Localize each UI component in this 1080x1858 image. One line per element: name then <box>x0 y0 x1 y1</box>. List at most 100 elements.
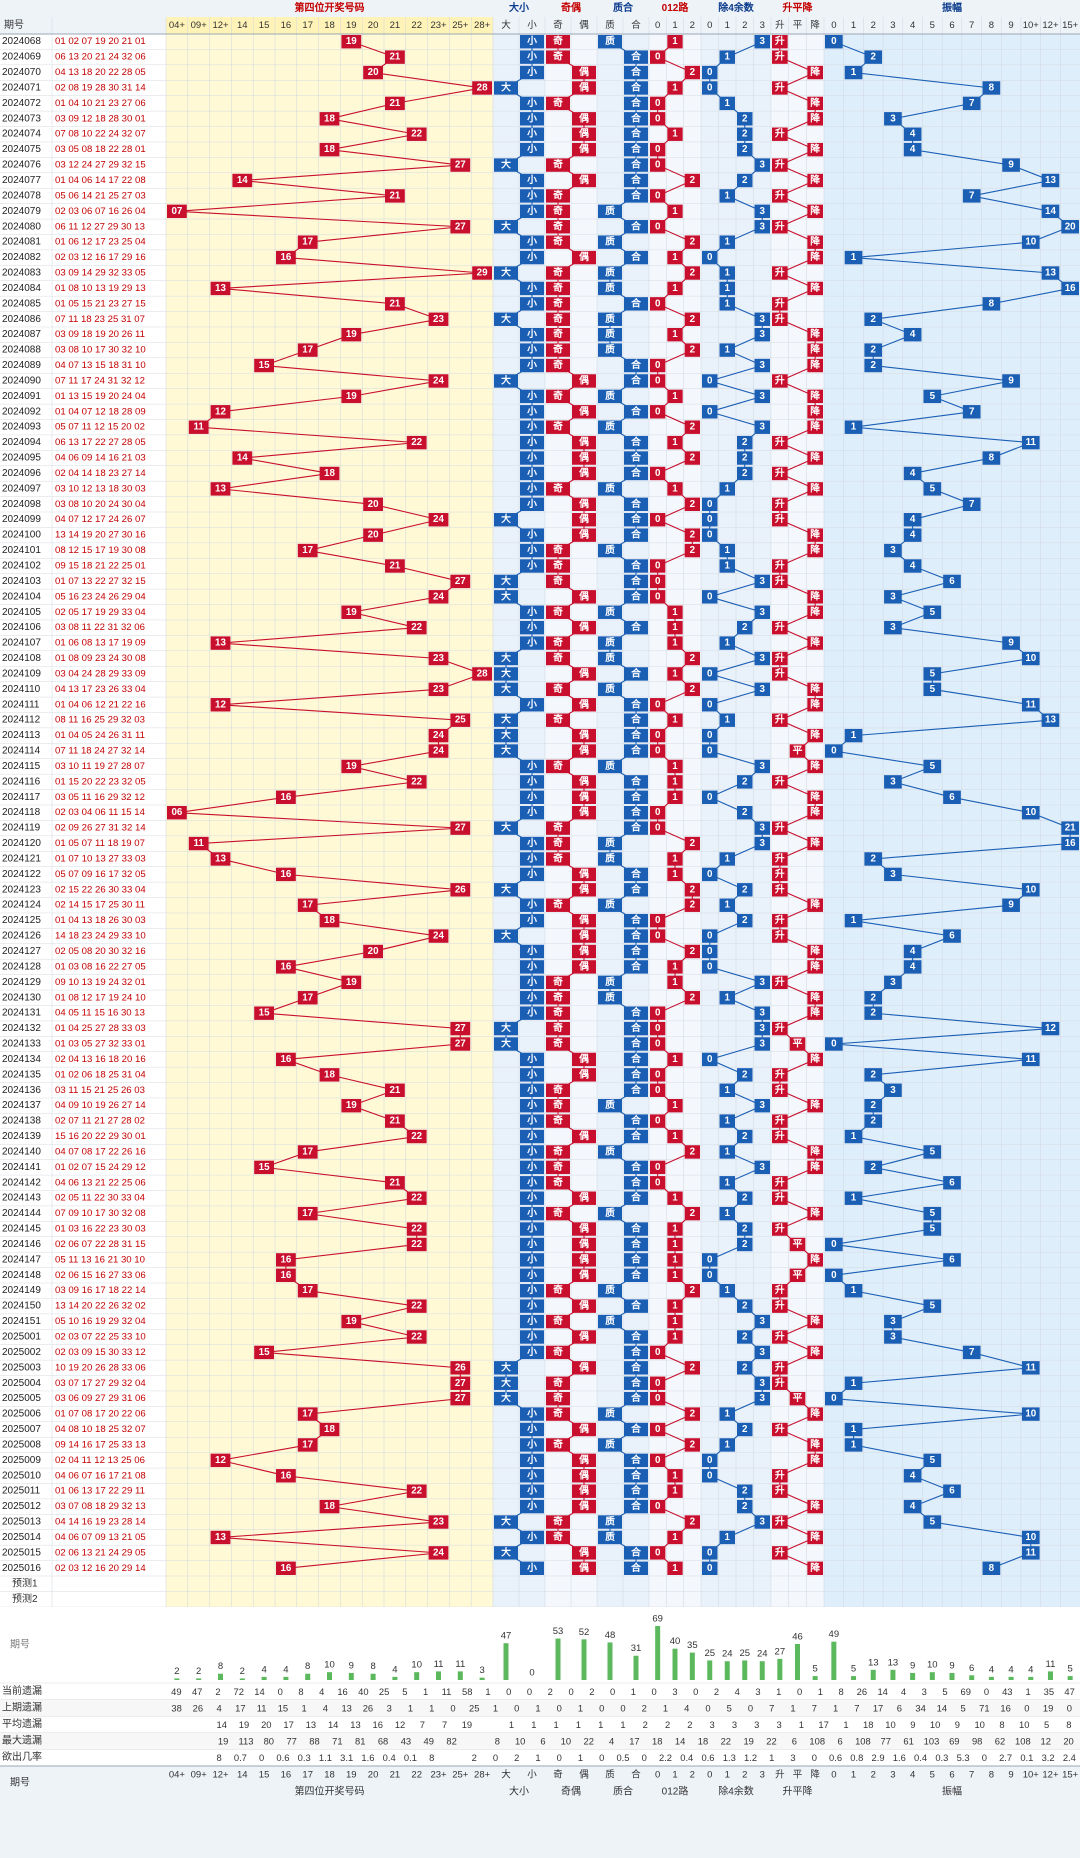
number-marker: 19 <box>346 329 357 340</box>
bigsmall-marker-box <box>520 1422 544 1437</box>
count-bar <box>370 1673 376 1680</box>
r012-marker: 0 <box>655 730 661 741</box>
amplitude-marker-box <box>1021 235 1040 249</box>
bigsmall-marker-box <box>520 528 544 542</box>
amplitude-subheader: 10+ <box>1023 20 1040 31</box>
r012-marker: 0 <box>655 160 661 171</box>
footer-amplitude-subheader: 5 <box>930 1770 935 1781</box>
primecomp-marker: 合 <box>630 50 641 63</box>
oddeven-marker-box <box>572 513 596 527</box>
primecomp-marker: 质 <box>605 759 615 772</box>
footer-amplitude-subheader: 15+ <box>1062 1770 1079 1781</box>
amplitude-marker: 12 <box>1045 1023 1056 1034</box>
number-marker-box <box>450 713 471 727</box>
trend-marker-box <box>772 1021 788 1036</box>
number-marker-box <box>363 65 383 80</box>
draw-numbers: 03 08 11 22 31 32 06 <box>55 622 145 633</box>
trend-marker-box <box>807 1052 823 1067</box>
draw-numbers: 03 05 08 18 22 28 01 <box>55 144 146 155</box>
oddeven-marker: 奇 <box>553 1407 563 1420</box>
mod4-marker-box <box>719 559 735 573</box>
r012-marker-box <box>650 559 666 573</box>
mod4-marker-box <box>719 1530 735 1545</box>
r012-marker-box <box>650 1021 666 1036</box>
count-bar-label: 4 <box>1028 1664 1033 1675</box>
number-marker: 27 <box>455 823 466 834</box>
stat-value: 71 <box>979 1702 989 1713</box>
amplitude-marker: 10 <box>1025 1409 1036 1420</box>
trend-marker-box <box>807 1453 823 1468</box>
trend-marker: 升 <box>775 497 785 510</box>
oddeven-marker: 偶 <box>579 1360 589 1373</box>
stat-value: 3 <box>922 1686 927 1697</box>
draw-numbers: 05 07 11 12 15 20 02 <box>55 422 145 433</box>
mod4-marker-box <box>719 482 735 496</box>
mod4-marker-box <box>719 1145 735 1159</box>
amplitude-marker-box <box>962 405 981 419</box>
bigsmall-trend-line <box>504 41 534 1569</box>
count-bar-label: 0 <box>529 1668 534 1679</box>
bigsmall-marker: 小 <box>527 1222 537 1235</box>
r012-marker-box <box>667 250 683 265</box>
count-bar-label: 25 <box>739 1648 750 1659</box>
bigsmall-marker: 小 <box>527 1468 537 1481</box>
bigsmall-marker-box <box>520 1284 544 1298</box>
footer-amplitude-subheader: 12+ <box>1042 1770 1059 1781</box>
bigsmall-marker-box <box>494 728 518 743</box>
mod4-marker: 0 <box>707 375 713 386</box>
draw-numbers: 04 06 09 14 16 21 03 <box>55 453 146 464</box>
bigsmall-marker-box <box>520 1345 544 1360</box>
primecomp-marker: 合 <box>630 358 641 371</box>
primecomp-marker: 合 <box>630 142 641 155</box>
number-subheader: 20 <box>368 20 379 31</box>
bigsmall-marker-box <box>494 1361 518 1375</box>
stat-value: 0 <box>982 1752 987 1763</box>
mod4-marker-box <box>754 35 770 49</box>
number-marker: 28 <box>477 82 488 93</box>
amplitude-marker: 2 <box>871 1008 877 1019</box>
r012-marker: 0 <box>655 1116 661 1127</box>
issue-number: 2025004 <box>2 1378 41 1389</box>
r012-marker: 0 <box>655 514 661 525</box>
number-marker: 18 <box>324 144 335 155</box>
primecomp-marker: 质 <box>605 636 615 649</box>
mod4-marker-box <box>702 728 718 743</box>
mod4-marker: 2 <box>742 1301 748 1312</box>
footer-number-subheader: 18 <box>324 1770 335 1781</box>
count-bar-label: 9 <box>910 1660 915 1671</box>
number-marker: 28 <box>477 668 488 679</box>
number-marker: 11 <box>194 838 205 849</box>
count-bar-label: 8 <box>305 1661 310 1672</box>
footer-mod4-subheader: 3 <box>760 1770 765 1781</box>
r012-marker-box <box>684 312 700 326</box>
number-marker-box <box>341 1098 362 1113</box>
stat-value: 3.2 <box>1042 1752 1055 1763</box>
primecomp-marker-box <box>624 790 648 804</box>
primecomp-marker: 合 <box>630 435 641 448</box>
oddeven-marker: 偶 <box>579 744 589 757</box>
stat-value: 26 <box>857 1686 867 1697</box>
number-marker-box <box>450 158 471 172</box>
mod4-marker-box <box>702 1253 718 1267</box>
amplitude-marker-box <box>844 913 863 928</box>
oddeven-marker-box <box>572 1068 596 1082</box>
issue-number: 2024100 <box>2 530 41 541</box>
mod4-marker-box <box>702 405 718 419</box>
issue-number: 2024074 <box>2 129 41 140</box>
amplitude-marker: 10 <box>1025 807 1036 818</box>
oddeven-marker: 偶 <box>579 1191 589 1204</box>
oddeven-marker-box <box>546 96 570 111</box>
amplitude-marker: 3 <box>890 1331 896 1342</box>
stat-row-background <box>0 1699 1080 1717</box>
amplitude-marker-box <box>884 775 902 789</box>
issue-number: 2024110 <box>2 684 41 695</box>
bigsmall-marker: 大 <box>501 80 511 93</box>
issue-number: 2024101 <box>2 545 41 556</box>
r012-marker-box <box>684 1407 700 1421</box>
trend-marker: 降 <box>810 235 820 248</box>
count-bar <box>436 1671 441 1680</box>
oddeven-marker: 偶 <box>579 1499 589 1512</box>
stat-value: 1.3 <box>723 1752 736 1763</box>
r012-marker: 2 <box>690 1146 696 1157</box>
primecomp-marker: 质 <box>605 543 615 556</box>
